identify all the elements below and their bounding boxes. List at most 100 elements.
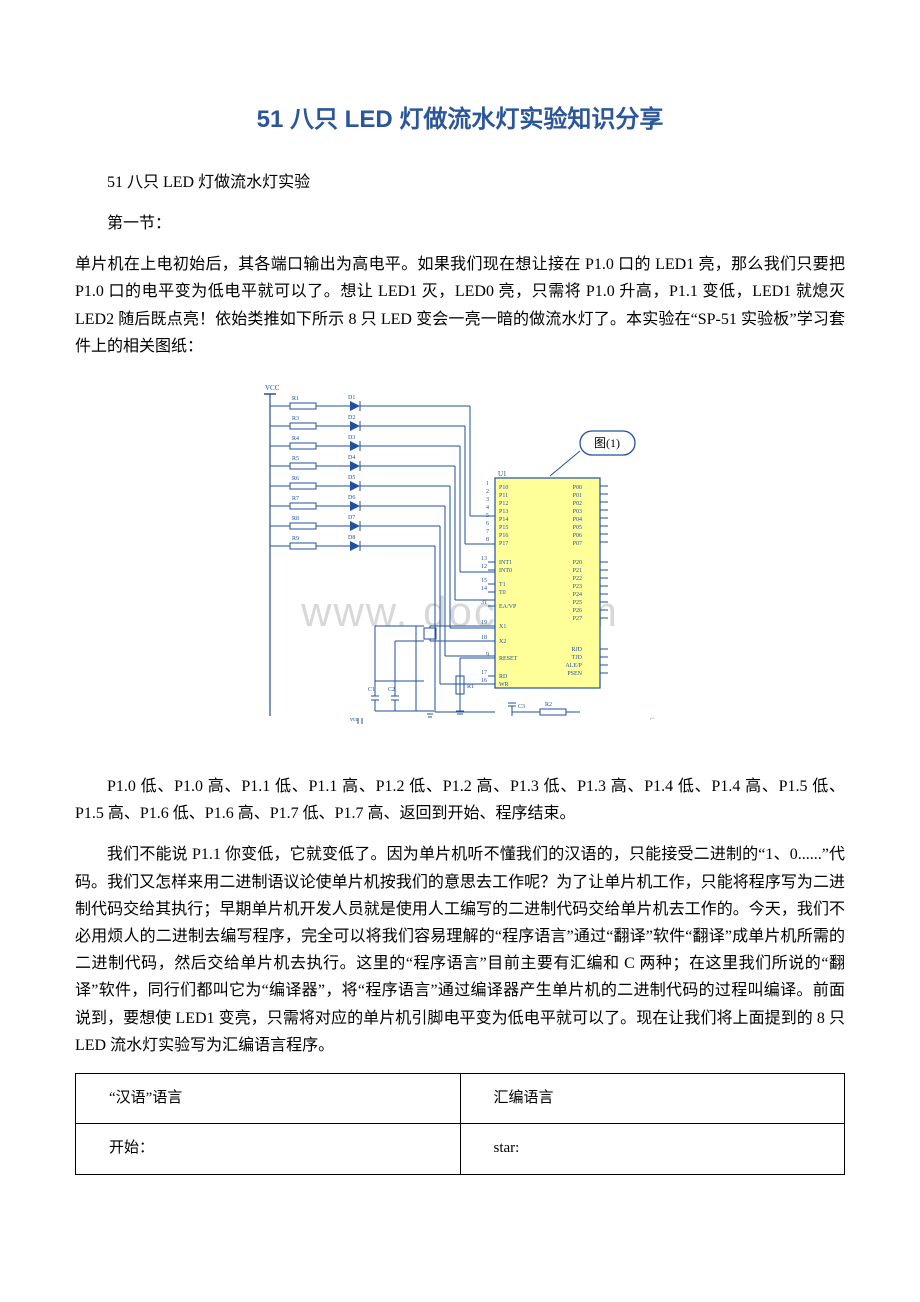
- svg-text:R9: R9: [292, 536, 299, 542]
- svg-text:D6: D6: [348, 495, 355, 501]
- body-paragraph-2: 我们不能说 P1.1 你变低，它就变低了。因为单片机听不懂我们的汉语的，只能接受…: [75, 841, 845, 1059]
- svg-text:16: 16: [481, 678, 487, 684]
- svg-text:P27: P27: [573, 616, 582, 622]
- svg-text:P12: P12: [499, 501, 508, 507]
- svg-text:R6: R6: [292, 476, 299, 482]
- svg-text:P07: P07: [573, 541, 582, 547]
- svg-text:P24: P24: [573, 592, 582, 598]
- table-row: 开始： star:: [76, 1124, 845, 1175]
- svg-text:ALE/P: ALE/P: [565, 663, 582, 669]
- svg-text:D7: D7: [348, 515, 355, 521]
- svg-text:6: 6: [486, 521, 489, 527]
- svg-text:图(1): 图(1): [594, 436, 620, 450]
- svg-text:PSEN: PSEN: [567, 671, 582, 677]
- svg-text:18: 18: [481, 635, 487, 641]
- svg-text:WR: WR: [499, 682, 509, 688]
- svg-text:P26: P26: [573, 608, 582, 614]
- svg-text:INT1: INT1: [499, 560, 512, 566]
- svg-text:17: 17: [481, 670, 487, 676]
- svg-text:P10: P10: [499, 485, 508, 491]
- svg-text:P04: P04: [573, 517, 582, 523]
- svg-text:R2: R2: [545, 702, 552, 708]
- svg-text:TJD: TJD: [572, 655, 583, 661]
- svg-text:X1: X1: [499, 624, 506, 630]
- svg-text:P21: P21: [573, 568, 582, 574]
- svg-text:P01: P01: [573, 493, 582, 499]
- circuit-diagram: www. docx.com VCC R1 D1: [230, 376, 690, 746]
- svg-text:7: 7: [486, 529, 489, 535]
- svg-text:P25: P25: [573, 600, 582, 606]
- svg-text:R1: R1: [467, 684, 474, 690]
- svg-text:2: 2: [486, 489, 489, 495]
- intro-line: 51 八只 LED 灯做流水灯实验: [75, 169, 845, 196]
- figure-callout: 图(1): [550, 431, 635, 476]
- svg-text:P22: P22: [573, 576, 582, 582]
- table-header-col1: “汉语”语言: [76, 1073, 461, 1124]
- svg-text:P14: P14: [499, 517, 508, 523]
- svg-text:12: 12: [481, 564, 487, 570]
- svg-text:T1: T1: [499, 582, 506, 588]
- svg-text:D2: D2: [348, 415, 355, 421]
- svg-text:D5: D5: [348, 475, 355, 481]
- svg-text:D8: D8: [348, 535, 355, 541]
- table-cell: star:: [460, 1124, 845, 1175]
- svg-text:13: 13: [481, 556, 487, 562]
- svg-text:P13: P13: [499, 509, 508, 515]
- svg-text:vcc: vcc: [350, 717, 359, 723]
- svg-text:R8: R8: [292, 516, 299, 522]
- page-title: 51 八只 LED 灯做流水灯实验知识分享: [75, 100, 845, 141]
- svg-text:19: 19: [481, 620, 487, 626]
- svg-text:15: 15: [481, 578, 487, 584]
- svg-text:8: 8: [486, 537, 489, 543]
- svg-text:9: 9: [486, 652, 489, 658]
- circuit-diagram-container: www. docx.com VCC R1 D1: [75, 376, 845, 755]
- svg-text:RJD: RJD: [571, 647, 582, 653]
- svg-text:1: 1: [486, 481, 489, 487]
- circuit-svg: VCC R1 D1: [230, 376, 690, 746]
- svg-text:P20: P20: [573, 560, 582, 566]
- svg-text:R7: R7: [292, 496, 299, 502]
- svg-text:R3: R3: [292, 416, 299, 422]
- svg-text:P05: P05: [573, 525, 582, 531]
- table-header-col2: 汇编语言: [460, 1073, 845, 1124]
- svg-text:INT0: INT0: [499, 568, 512, 574]
- body-paragraph-1: 单片机在上电初始后，其各端口输出为高电平。如果我们现在想让接在 P1.0 口的 …: [75, 251, 845, 360]
- language-compare-table: “汉语”语言 汇编语言 开始： star:: [75, 1073, 845, 1175]
- svg-text:⌐: ⌐: [650, 713, 655, 723]
- led-rows: R1 D1 R3: [270, 395, 495, 712]
- svg-text:EA/VP: EA/VP: [499, 604, 517, 610]
- svg-text:P02: P02: [573, 501, 582, 507]
- table-cell: 开始：: [76, 1124, 461, 1175]
- svg-text:31: 31: [481, 600, 487, 606]
- svg-text:U1: U1: [498, 470, 507, 478]
- svg-text:P16: P16: [499, 533, 508, 539]
- svg-text:D4: D4: [348, 455, 355, 461]
- svg-text:5: 5: [486, 513, 489, 519]
- vcc-label: VCC: [265, 384, 280, 392]
- svg-text:P06: P06: [573, 533, 582, 539]
- svg-text:R1: R1: [292, 396, 299, 402]
- svg-text:C2: C2: [388, 687, 395, 693]
- svg-text:P03: P03: [573, 509, 582, 515]
- svg-text:4: 4: [486, 505, 489, 511]
- table-row: “汉语”语言 汇编语言: [76, 1073, 845, 1124]
- svg-text:D3: D3: [348, 435, 355, 441]
- svg-text:C3: C3: [518, 704, 525, 710]
- svg-text:R5: R5: [292, 456, 299, 462]
- svg-text:R4: R4: [292, 436, 299, 442]
- svg-text:14: 14: [481, 586, 487, 592]
- svg-text:P23: P23: [573, 584, 582, 590]
- sequence-paragraph: P1.0 低、P1.0 高、P1.1 低、P1.1 高、P1.2 低、P1.2 …: [75, 773, 845, 827]
- svg-text:D1: D1: [348, 395, 355, 401]
- svg-text:X2: X2: [499, 639, 506, 645]
- svg-text:P17: P17: [499, 541, 508, 547]
- svg-text:RESET: RESET: [499, 656, 518, 662]
- svg-text:T0: T0: [499, 590, 506, 596]
- section-label: 第一节：: [75, 210, 845, 237]
- svg-text:3: 3: [486, 497, 489, 503]
- svg-text:P15: P15: [499, 525, 508, 531]
- svg-text:C1: C1: [368, 687, 375, 693]
- svg-text:RD: RD: [499, 674, 508, 680]
- svg-text:P00: P00: [573, 485, 582, 491]
- svg-text:P11: P11: [499, 493, 508, 499]
